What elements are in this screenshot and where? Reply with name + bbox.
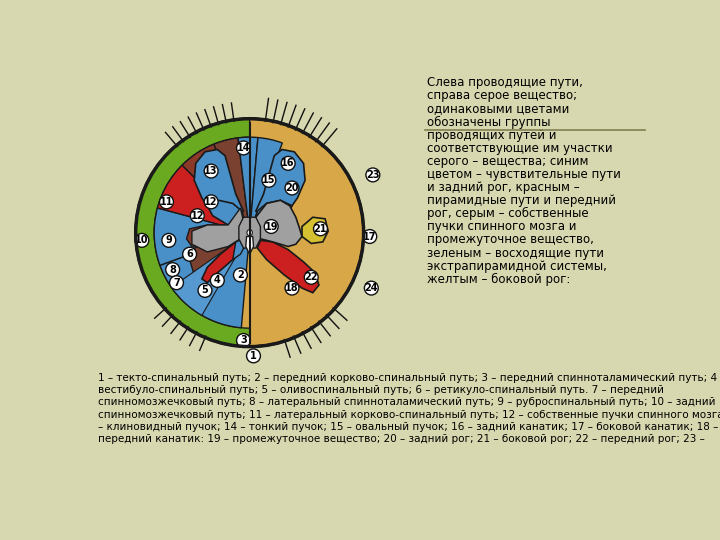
Polygon shape	[257, 240, 319, 293]
Text: 8: 8	[169, 265, 176, 275]
Text: 18: 18	[285, 283, 299, 293]
Polygon shape	[253, 200, 302, 247]
Polygon shape	[256, 200, 292, 225]
Text: 3: 3	[240, 335, 247, 346]
Circle shape	[135, 119, 364, 347]
Polygon shape	[302, 217, 328, 244]
Text: одинаковыми цветами: одинаковыми цветами	[427, 103, 569, 116]
Circle shape	[282, 157, 295, 170]
Text: 9: 9	[166, 235, 172, 245]
Text: 22: 22	[305, 272, 318, 282]
Circle shape	[198, 284, 212, 298]
Wedge shape	[238, 137, 258, 233]
Circle shape	[135, 233, 149, 247]
Text: экстрапирамидной системы,: экстрапирамидной системы,	[427, 260, 607, 273]
Text: 15: 15	[262, 176, 276, 185]
Text: вестибуло-спинальный путь; 5 – оливоспинальный путь; 6 – ретикуло-спинальный пут: вестибуло-спинальный путь; 5 – оливоспин…	[98, 385, 664, 395]
Text: 13: 13	[204, 166, 218, 176]
Text: 6: 6	[186, 249, 193, 259]
Circle shape	[246, 349, 261, 363]
Polygon shape	[192, 208, 246, 252]
Text: 11: 11	[160, 197, 174, 207]
Text: Слева проводящие пути,: Слева проводящие пути,	[427, 76, 582, 89]
Circle shape	[285, 281, 299, 295]
Wedge shape	[182, 144, 250, 233]
Polygon shape	[246, 237, 253, 254]
Circle shape	[190, 209, 204, 222]
Wedge shape	[171, 233, 250, 315]
Text: спинномозжечковый путь; 8 – латеральный спинноталамический путь; 9 – руброспинал: спинномозжечковый путь; 8 – латеральный …	[98, 397, 716, 408]
Text: промежуточное вещество,: промежуточное вещество,	[427, 233, 593, 246]
Circle shape	[183, 247, 197, 261]
Text: 2: 2	[237, 270, 244, 280]
Circle shape	[170, 276, 184, 289]
Text: 21: 21	[314, 224, 327, 234]
Circle shape	[364, 281, 378, 295]
Wedge shape	[250, 138, 282, 233]
Circle shape	[314, 222, 328, 236]
Text: желтым – боковой рог:: желтым – боковой рог:	[427, 273, 570, 286]
Polygon shape	[256, 150, 305, 224]
Text: цветом – чувствительные пути: цветом – чувствительные пути	[427, 168, 621, 181]
Circle shape	[237, 334, 251, 347]
Wedge shape	[154, 208, 250, 265]
Circle shape	[363, 230, 377, 244]
Text: серого – вещества; синим: серого – вещества; синим	[427, 155, 588, 168]
Circle shape	[160, 195, 174, 209]
Text: 12: 12	[204, 197, 218, 207]
Text: 7: 7	[173, 278, 180, 288]
Text: 1 – текто-спинальный путь; 2 – передний корково-спинальный путь; 3 – передний сп: 1 – текто-спинальный путь; 2 – передний …	[98, 373, 720, 383]
Text: 17: 17	[363, 232, 377, 241]
Text: пирамидные пути и передний: пирамидные пути и передний	[427, 194, 616, 207]
Text: передний канатик: 19 – промежуточное вещество; 20 – задний рог; 21 – боковой рог: передний канатик: 19 – промежуточное вещ…	[98, 434, 705, 444]
Polygon shape	[233, 239, 246, 260]
Text: справа серое вещество;: справа серое вещество;	[427, 90, 577, 103]
Text: спинномозжечковый путь; 11 – латеральный корково-спинальный путь; 12 – собственн: спинномозжечковый путь; 11 – латеральный…	[98, 410, 720, 420]
Text: 12: 12	[191, 211, 204, 221]
Circle shape	[264, 220, 278, 233]
Wedge shape	[158, 165, 250, 233]
Text: 14: 14	[237, 143, 251, 153]
Circle shape	[285, 181, 299, 195]
Circle shape	[262, 173, 276, 187]
Text: 4: 4	[214, 275, 221, 286]
Circle shape	[237, 141, 251, 155]
Text: – клиновидный пучок; 14 – тонкий пучок; 15 – овальный пучок; 16 – задний канатик: – клиновидный пучок; 14 – тонкий пучок; …	[98, 422, 719, 432]
Text: обозначены группы: обозначены группы	[427, 116, 550, 129]
Polygon shape	[239, 217, 261, 248]
Text: 24: 24	[364, 283, 378, 293]
Text: 23: 23	[366, 170, 379, 180]
Circle shape	[366, 168, 379, 182]
Wedge shape	[160, 233, 250, 328]
Polygon shape	[186, 225, 239, 249]
Text: 5: 5	[202, 286, 208, 295]
Text: 10: 10	[135, 235, 148, 245]
Text: зеленым – восходящие пути: зеленым – восходящие пути	[427, 247, 604, 260]
Circle shape	[166, 262, 179, 276]
Polygon shape	[189, 242, 235, 279]
Text: проводящих путей и: проводящих путей и	[427, 129, 557, 141]
Text: пучки спинного мозга и: пучки спинного мозга и	[427, 220, 576, 233]
Text: 20: 20	[285, 183, 299, 193]
Text: и задний рог, красным –: и задний рог, красным –	[427, 181, 580, 194]
Circle shape	[204, 164, 218, 178]
Polygon shape	[194, 150, 243, 224]
Text: 16: 16	[282, 158, 295, 168]
Text: 19: 19	[264, 221, 278, 232]
Circle shape	[305, 271, 318, 284]
Polygon shape	[202, 242, 242, 283]
Circle shape	[204, 195, 218, 209]
Circle shape	[162, 233, 176, 247]
Text: соответствующие им участки: соответствующие им участки	[427, 142, 613, 155]
Wedge shape	[135, 119, 250, 347]
Ellipse shape	[247, 230, 252, 236]
Text: рог, серым – собственные: рог, серым – собственные	[427, 207, 588, 220]
Wedge shape	[214, 138, 250, 233]
Polygon shape	[207, 200, 243, 225]
Circle shape	[210, 273, 224, 287]
Text: 1: 1	[250, 351, 257, 361]
Circle shape	[233, 268, 248, 282]
